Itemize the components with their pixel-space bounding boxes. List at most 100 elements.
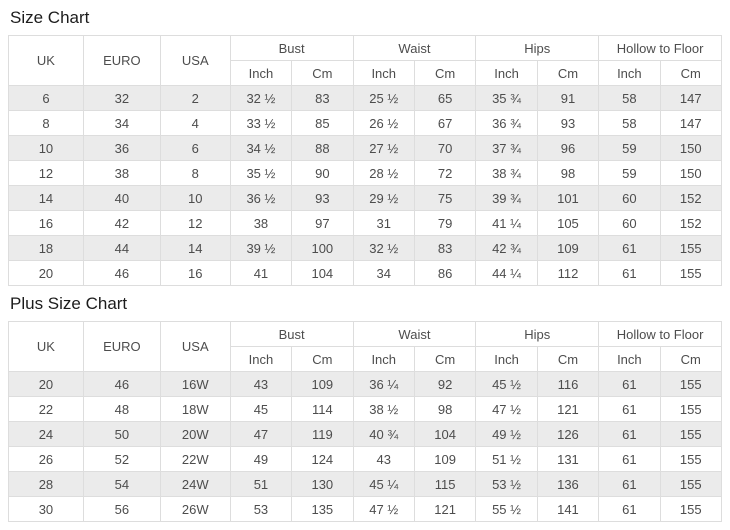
group-header-waist: Waist (352, 35, 477, 61)
data-cell: 115 (413, 471, 477, 497)
data-cell: 26 ½ (352, 110, 415, 136)
data-cell: 35 ¾ (475, 85, 538, 111)
table-row: 6 32 2 32 ½ 83 25 ½ 65 35 ¾ 91 58 147 (8, 85, 723, 111)
data-cell: 16 (8, 210, 84, 236)
data-cell: 29 ½ (352, 185, 415, 211)
data-cell: 155 (659, 446, 723, 472)
data-cell: 12 (159, 210, 231, 236)
data-cell: 119 (291, 421, 354, 447)
data-cell: 135 (291, 496, 354, 522)
group-header-bust: Bust (229, 35, 354, 61)
data-cell: 130 (291, 471, 354, 497)
data-cell: 35 ½ (229, 160, 293, 186)
data-cell: 93 (536, 110, 600, 136)
data-cell: 43 (229, 371, 293, 397)
data-cell: 41 ¼ (475, 210, 538, 236)
data-cell: 28 (8, 471, 84, 497)
data-cell: 105 (536, 210, 600, 236)
data-cell: 114 (291, 396, 354, 422)
data-cell: 92 (413, 371, 477, 397)
data-cell: 10 (8, 135, 84, 161)
data-cell: 27 ½ (352, 135, 415, 161)
data-cell: 43 (352, 446, 415, 472)
data-cell: 41 (229, 260, 293, 286)
data-cell: 116 (536, 371, 600, 397)
data-cell: 70 (413, 135, 477, 161)
column-header-uk: UK (8, 321, 84, 372)
data-cell: 83 (413, 235, 477, 261)
data-cell: 18W (159, 396, 231, 422)
data-cell: 136 (536, 471, 600, 497)
data-cell: 44 ¼ (475, 260, 538, 286)
data-cell: 109 (536, 235, 600, 261)
unit-header-cm: Cm (291, 60, 354, 86)
unit-header-inch: Inch (475, 60, 538, 86)
data-cell: 38 (82, 160, 161, 186)
data-cell: 40 (82, 185, 161, 211)
data-cell: 104 (413, 421, 477, 447)
data-cell: 121 (413, 496, 477, 522)
data-cell: 86 (413, 260, 477, 286)
data-cell: 42 ¾ (475, 235, 538, 261)
data-cell: 75 (413, 185, 477, 211)
group-header-hollow-to-floor: Hollow to Floor (598, 321, 722, 347)
data-cell: 50 (82, 421, 161, 447)
data-cell: 42 (82, 210, 161, 236)
table-row: 14 40 10 36 ½ 93 29 ½ 75 39 ¾ 101 60 152 (8, 185, 723, 211)
table-header: UK EURO USA Bust Waist Hips Hollow to Floor Inc… (8, 35, 723, 86)
data-cell: 20W (159, 421, 231, 447)
data-cell: 98 (536, 160, 600, 186)
data-cell: 49 ½ (475, 421, 538, 447)
data-cell: 47 ½ (352, 496, 415, 522)
data-cell: 150 (659, 135, 723, 161)
data-cell: 40 ¾ (352, 421, 415, 447)
data-cell: 31 (352, 210, 415, 236)
data-cell: 147 (659, 110, 723, 136)
data-cell: 14 (8, 185, 84, 211)
data-cell: 155 (659, 371, 723, 397)
data-cell: 131 (536, 446, 600, 472)
table-row: 28 54 24W 51 130 45 ¼ 115 53 ½ 136 61 155 (8, 471, 723, 497)
data-cell: 152 (659, 210, 723, 236)
data-cell: 61 (598, 260, 661, 286)
group-header-hips: Hips (475, 35, 600, 61)
column-header-usa: USA (159, 321, 231, 372)
header-row-units: Inch Cm Inch Cm Inch Cm Inch Cm (9, 346, 723, 372)
data-cell: 101 (536, 185, 600, 211)
data-cell: 72 (413, 160, 477, 186)
data-cell: 100 (291, 235, 354, 261)
data-cell: 121 (536, 396, 600, 422)
data-cell: 53 (229, 496, 293, 522)
data-cell: 2 (159, 85, 231, 111)
data-cell: 14 (159, 235, 231, 261)
data-cell: 51 (229, 471, 293, 497)
plus-size-chart-title: Plus Size Chart (10, 294, 128, 313)
data-cell: 155 (659, 496, 723, 522)
data-cell: 61 (598, 371, 661, 397)
data-cell: 48 (82, 396, 161, 422)
data-cell: 141 (536, 496, 600, 522)
data-cell: 155 (659, 471, 723, 497)
table-header: UK EURO USA Bust Waist Hips Hollow to Floor Inc… (8, 321, 723, 372)
data-cell: 22 (8, 396, 84, 422)
data-cell: 33 ½ (229, 110, 293, 136)
data-cell: 45 (229, 396, 293, 422)
size-chart-table: UK EURO USA Bust Waist Hips Hollow to Floor Inc… (8, 35, 723, 286)
data-cell: 36 ¼ (352, 371, 415, 397)
table-row: 24 50 20W 47 119 40 ¾ 104 49 ½ 126 61 155 (8, 421, 723, 447)
data-cell: 58 (598, 110, 661, 136)
data-cell: 46 (82, 260, 161, 286)
data-cell: 47 (229, 421, 293, 447)
data-cell: 34 (82, 110, 161, 136)
data-cell: 36 ¾ (475, 110, 538, 136)
column-header-usa: USA (159, 35, 231, 86)
unit-header-inch: Inch (598, 346, 661, 372)
data-cell: 18 (8, 235, 84, 261)
data-cell: 90 (291, 160, 354, 186)
unit-header-inch: Inch (229, 346, 293, 372)
data-cell: 112 (536, 260, 600, 286)
data-cell: 55 ½ (475, 496, 538, 522)
data-cell: 16 (159, 260, 231, 286)
data-cell: 109 (291, 371, 354, 397)
